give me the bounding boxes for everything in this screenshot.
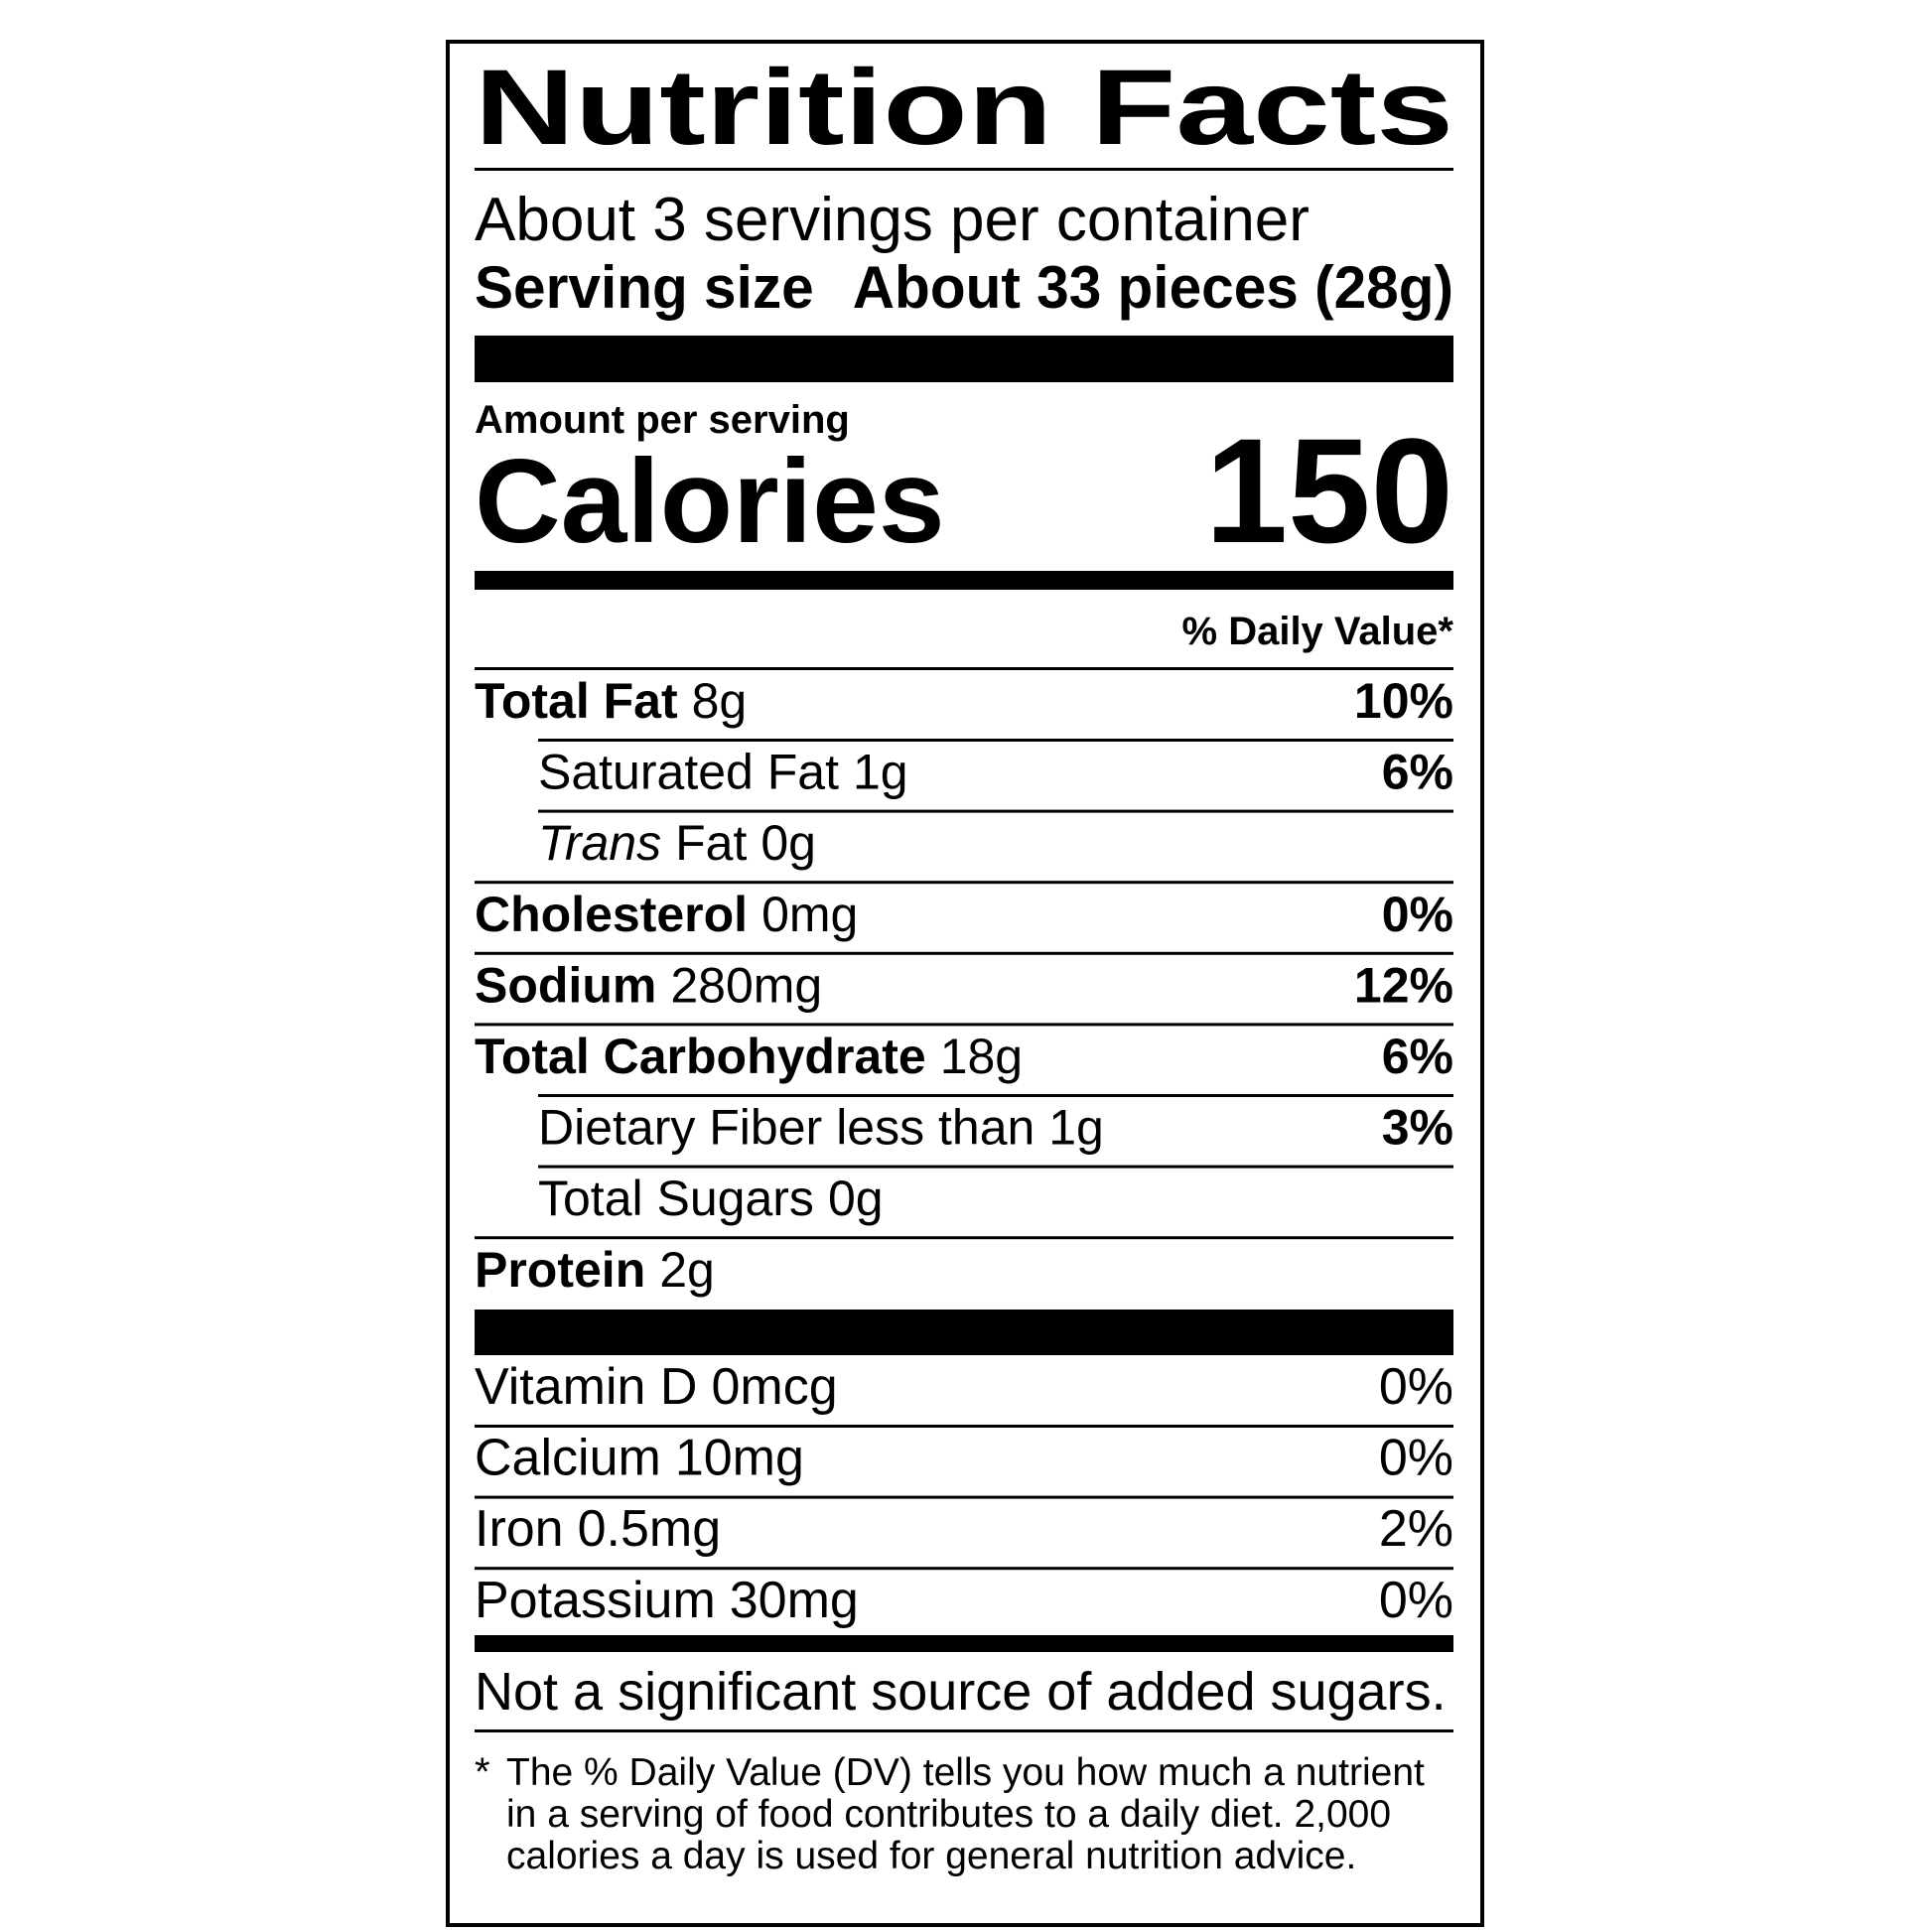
servings: About 3 servings per container <box>475 186 1310 254</box>
footnote-marker: * <box>475 1750 490 1794</box>
vitamin-name: Vitamin D <box>475 1358 697 1416</box>
rule <box>475 667 1453 670</box>
calories-label: Calories <box>475 435 945 568</box>
nutrient-row: Total Fat 8g <box>475 673 747 729</box>
calories-value: 150 <box>1205 407 1453 574</box>
title: Nutrition Facts <box>475 47 1453 167</box>
footnote-line: in a serving of food contributes to a da… <box>506 1793 1391 1836</box>
footnote-line: calories a day is used for general nutri… <box>506 1835 1356 1877</box>
vitamin-amount: 30mg <box>730 1572 859 1629</box>
vitamin-row: Calcium 10mg <box>475 1430 804 1487</box>
nutrient-name: Fat <box>675 815 747 871</box>
rule <box>475 1023 1453 1027</box>
amount-per-serving: Amount per serving <box>475 398 850 442</box>
nutrient-name-italic: Trans <box>538 815 661 871</box>
nutrient-rows: Total Fat 8g 10%Saturated Fat 1g 6%Trans Fat 0… <box>475 673 1453 1298</box>
serving-size: Serving size About 33 pieces (28g) <box>475 254 1453 321</box>
footnote-line: The % Daily Value (DV) tells you how muc… <box>506 1751 1425 1794</box>
nutrient-name: Saturated Fat <box>538 745 839 800</box>
rule <box>475 1236 1453 1240</box>
rule <box>538 1094 1453 1097</box>
nutrient-dv: 0% <box>1382 887 1453 942</box>
rule <box>475 1567 1453 1571</box>
label-border <box>446 40 1484 1927</box>
nutrient-amount: 1g <box>853 745 908 800</box>
rule <box>538 809 1453 813</box>
vitamin-name: Calcium <box>475 1430 661 1487</box>
nutrient-name: Total Carbohydrate <box>475 1029 926 1084</box>
rule <box>538 739 1453 742</box>
nutrient-amount: 2g <box>659 1242 715 1298</box>
vitamin-amount: 0.5mg <box>578 1500 722 1558</box>
rule <box>475 881 1453 885</box>
daily-value-header: % Daily Value* <box>1182 610 1454 653</box>
nutrient-row: Trans Fat 0g <box>538 815 816 871</box>
thick-rule <box>475 1635 1453 1652</box>
rule <box>475 951 1453 955</box>
nutrient-amount: 0g <box>760 815 816 871</box>
vitamin-row: Potassium 30mg <box>475 1572 859 1629</box>
nutrient-amount: 280mg <box>670 957 822 1013</box>
nutrient-name: Total Sugars <box>538 1171 814 1226</box>
nutrient-amount: less than 1g <box>836 1100 1104 1156</box>
vitamin-name: Iron <box>475 1500 564 1558</box>
nutrient-dv: 6% <box>1382 745 1453 800</box>
vitamin-row: Iron 0.5mg <box>475 1500 721 1558</box>
nutrient-name: Cholesterol <box>475 887 748 942</box>
nutrient-row: Protein 2g <box>475 1242 715 1298</box>
vitamin-amount: 10mg <box>675 1430 804 1487</box>
nutrient-row: Saturated Fat 1g <box>538 745 908 800</box>
nutrient-amount: 0mg <box>761 887 858 942</box>
nutrient-amount: 18g <box>940 1029 1023 1084</box>
nutrient-row: Cholesterol 0mg <box>475 887 858 942</box>
thick-rule <box>475 336 1453 382</box>
vitamin-rows: Vitamin D 0mcg 0% Calcium 10mg 0% Iron 0.5mg 2% P… <box>475 1358 1453 1629</box>
vitamin-amount: 0mcg <box>711 1358 837 1416</box>
vitamin-dv: 2% <box>1379 1500 1453 1558</box>
vitamin-dv: 0% <box>1379 1358 1453 1416</box>
nutrient-name: Sodium <box>475 957 656 1013</box>
nutrient-name: Dietary Fiber <box>538 1100 822 1156</box>
nutrient-name: Protein <box>475 1242 645 1298</box>
thick-rule <box>475 1310 1453 1355</box>
added-sugars-note: Not a significant source of added sugars… <box>475 1662 1447 1722</box>
serving-size-label: Serving size <box>475 254 814 321</box>
vitamin-dv: 0% <box>1379 1572 1453 1629</box>
thick-rule <box>475 571 1453 590</box>
rule <box>475 1425 1453 1428</box>
nutrient-dv: 6% <box>1382 1029 1453 1084</box>
rule <box>538 1165 1453 1169</box>
rule <box>475 168 1453 171</box>
nutrient-amount: 8g <box>692 673 748 729</box>
nutrient-row: Total Carbohydrate 18g <box>475 1029 1023 1084</box>
vitamin-dv: 0% <box>1379 1430 1453 1487</box>
vitamin-name: Potassium <box>475 1572 716 1629</box>
nutrient-row: Dietary Fiber less than 1g <box>538 1100 1104 1156</box>
nutrient-row: Total Sugars 0g <box>538 1171 884 1226</box>
nutrient-amount: 0g <box>828 1171 884 1226</box>
nutrient-dv: 12% <box>1354 957 1453 1013</box>
nutrient-row: Sodium 280mg <box>475 957 822 1013</box>
nutrient-dv: 3% <box>1382 1100 1453 1156</box>
serving-size-value: About 33 pieces (28g) <box>853 254 1453 321</box>
rule <box>475 1729 1453 1732</box>
rule <box>475 1495 1453 1499</box>
nutrient-name: Total Fat <box>475 673 678 729</box>
vitamin-row: Vitamin D 0mcg <box>475 1358 838 1416</box>
nutrient-dv: 10% <box>1354 673 1453 729</box>
